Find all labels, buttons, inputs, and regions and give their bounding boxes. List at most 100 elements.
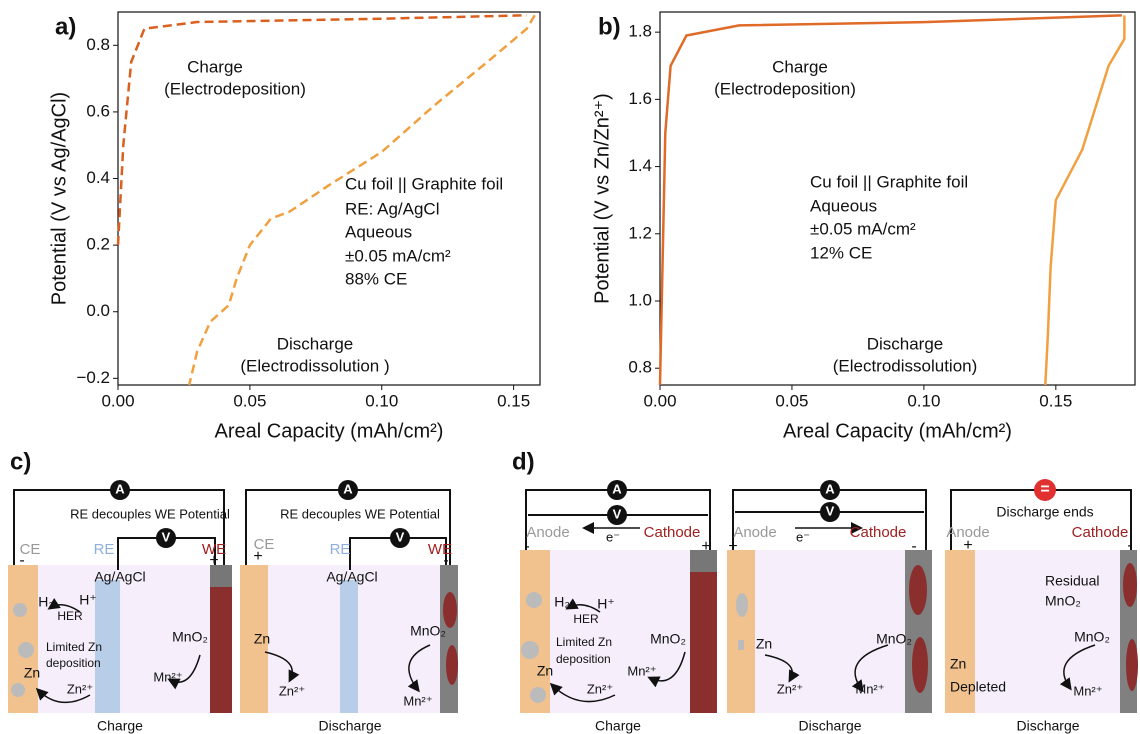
annotation: Discharge (867, 334, 944, 353)
annotation: (Electrodeposition) (714, 79, 856, 98)
diagram-label: Charge (595, 718, 641, 734)
annotation: RE: Ag/AgCl (345, 199, 440, 218)
y-tick-label: 1.2 (628, 223, 652, 242)
cell-d2 (727, 480, 932, 713)
diagram-label: Zn²⁺ (777, 681, 803, 696)
diagram-label: Anode (733, 524, 776, 541)
diagram-label: Anode (526, 524, 569, 541)
diagram-label: = (1040, 481, 1049, 498)
diagram-label: e⁻ (796, 529, 810, 544)
diagram-label: e⁻ (606, 529, 620, 544)
diagram-label: MnO₂ (1074, 629, 1110, 645)
diagram-label: Zn (254, 631, 270, 647)
diagram-label: Mn²⁺ (627, 663, 656, 678)
diagram-label: Zn (950, 656, 966, 672)
diagram-label: - (911, 538, 916, 555)
diagram-label: H₂ (38, 594, 54, 610)
diagram-label: RE decouples WE Potential (70, 506, 230, 521)
annotation: ±0.05 mA/cm² (810, 219, 916, 238)
diagram-label: A (825, 481, 835, 496)
y-tick-label: 0.8 (628, 358, 652, 377)
diagram-label: + (728, 538, 737, 555)
diagram-label: Zn (756, 636, 772, 652)
diagram-label: H⁺ (79, 592, 97, 608)
y-tick-label: 1.6 (628, 89, 652, 108)
annotation: Aqueous (810, 196, 877, 215)
diagram-label: RE decouples WE Potential (280, 506, 440, 521)
diagram-label: WE (428, 541, 452, 558)
cell-c2 (240, 480, 458, 713)
y-tick-label: 1.8 (628, 22, 652, 41)
diagram-label: Discharge (798, 718, 861, 734)
series-line (187, 14, 536, 386)
diagram-label: Cathode (644, 524, 701, 541)
cell-c1 (8, 480, 232, 713)
annotation: Aqueous (345, 222, 412, 241)
diagram-label: Limited Zn (556, 635, 612, 649)
diagram-label: V (162, 529, 171, 544)
diagram-label: + (253, 548, 262, 565)
series-line (658, 14, 1122, 386)
diagram-label: Discharge (1016, 718, 1079, 734)
diagram-label: Residual (1045, 573, 1099, 589)
x-tick-label: 0.00 (101, 391, 134, 410)
diagram-label: + (209, 552, 218, 569)
diagram-label: Ag/AgCl (326, 569, 377, 585)
annotation: (Electrodissolution) (833, 356, 978, 375)
x-tick-label: 0.10 (365, 391, 398, 410)
y-tick-label: 0.8 (86, 35, 110, 54)
x-tick-label: 0.00 (643, 391, 676, 410)
diagram-label: - (524, 538, 529, 555)
diagram-label: Zn²⁺ (67, 681, 93, 696)
diagram-label: HER (57, 609, 83, 623)
x-tick-label: 0.05 (233, 391, 266, 410)
y-tick-label: 0.4 (86, 168, 110, 187)
diagram-label: A (115, 481, 125, 496)
diagram-label: V (826, 503, 835, 518)
annotation: (Electrodeposition) (164, 79, 306, 98)
diagram-label: Discharge (318, 718, 381, 734)
cell-d1 (520, 480, 717, 713)
x-tick-label: 0.05 (775, 391, 808, 410)
annotation: ±0.05 mA/cm² (345, 246, 451, 265)
y-tick-label: 1.4 (628, 156, 652, 175)
electrode (210, 565, 232, 587)
x-axis-label: Areal Capacity (mAh/cm²) (215, 420, 444, 442)
diagram-label: A (612, 481, 622, 496)
diagram-label: RE (94, 541, 115, 558)
diagram-label: MnO₂ (172, 629, 208, 645)
diagram-label: deposition (46, 656, 101, 670)
annotation: Cu foil || Graphite foil (810, 172, 968, 191)
reference-electrode (95, 580, 120, 713)
diagram-label: RE (330, 541, 351, 558)
y-tick-label: 0.6 (86, 101, 110, 120)
diagram-label: - (1127, 537, 1132, 554)
diagram-label: Mn²⁺ (153, 669, 182, 684)
diagram-label: - (19, 552, 24, 569)
annotation: Discharge (277, 334, 354, 353)
panel-label: c) (10, 448, 31, 475)
diagram-label: V (396, 529, 405, 544)
diagram-label: HER (573, 612, 599, 626)
diagram-label: H₂ (554, 594, 570, 610)
panel-label: b) (598, 13, 621, 40)
diagram-label: Cathode (1072, 524, 1129, 541)
cell-d3 (945, 479, 1138, 713)
diagram-label: MnO₂ (1045, 593, 1081, 609)
diagram-label: Mn²⁺ (855, 681, 884, 696)
diagram-label: Mn²⁺ (403, 693, 432, 708)
diagram-label: Charge (97, 718, 143, 734)
x-tick-label: 0.10 (907, 391, 940, 410)
annotation: 88% CE (345, 269, 407, 288)
diagram-label: A (343, 481, 353, 496)
y-axis-label: Potential (V vs Ag/AgCl) (48, 92, 70, 305)
diagram-label: Limited Zn (46, 640, 102, 654)
diagram-label: CE (254, 536, 275, 553)
y-tick-label: −0.2 (76, 368, 110, 387)
electrode (210, 587, 232, 713)
panel-label: a) (55, 13, 76, 40)
diagram-label: Cathode (850, 524, 907, 541)
diagram-label: Mn²⁺ (1073, 683, 1102, 698)
diagram-label: + (701, 538, 710, 555)
